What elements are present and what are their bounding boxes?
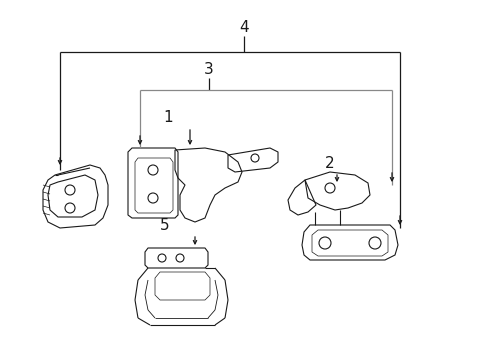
Text: 3: 3 [203, 63, 213, 77]
Text: 5: 5 [160, 217, 169, 233]
Text: 1: 1 [163, 111, 172, 126]
Text: 2: 2 [325, 156, 334, 171]
Text: 4: 4 [239, 21, 248, 36]
